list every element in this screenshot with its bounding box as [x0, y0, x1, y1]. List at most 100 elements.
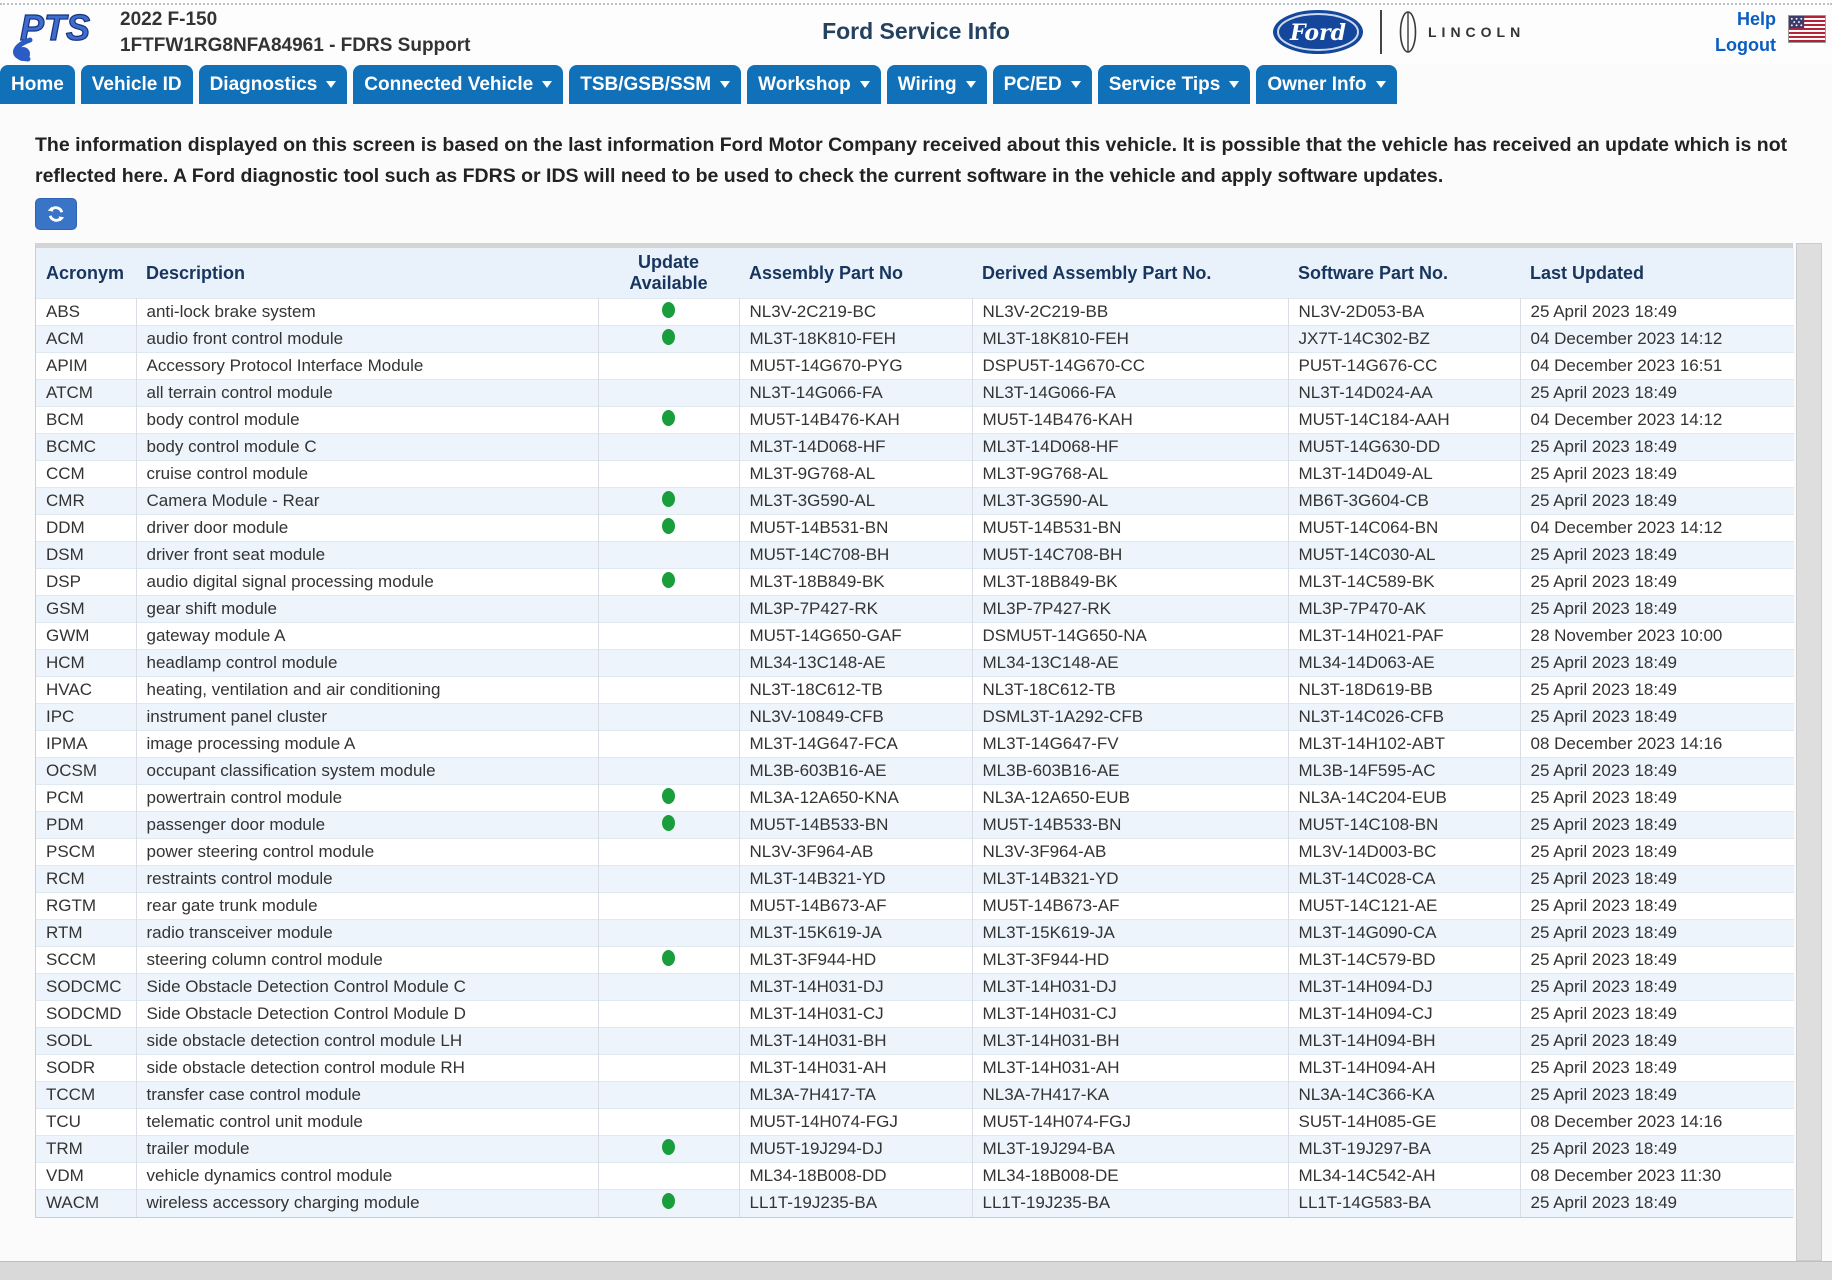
cell-software: ML3P-7P470-AK	[1288, 595, 1521, 623]
cell-acronym: IPC	[36, 703, 137, 731]
tab-vehicle-id[interactable]: Vehicle ID	[80, 65, 193, 104]
cell-last-updated: 25 April 2023 18:49	[1520, 541, 1794, 569]
cell-assembly: NL3V-10849-CFB	[739, 703, 973, 731]
cell-update-available	[598, 1162, 740, 1190]
cell-update-available	[598, 865, 740, 893]
cell-last-updated: 08 December 2023 14:16	[1520, 1108, 1794, 1136]
cell-software: ML34-14C542-AH	[1288, 1162, 1521, 1190]
tab-label: Workshop	[758, 73, 851, 95]
cell-derived: MU5T-14C708-BH	[972, 541, 1289, 569]
lincoln-logo-text: LINCOLN	[1428, 24, 1526, 40]
cell-software: ML3T-14H021-PAF	[1288, 622, 1521, 650]
cell-update-available	[598, 1135, 740, 1163]
cell-last-updated: 25 April 2023 18:49	[1520, 487, 1794, 515]
cell-assembly: ML34-18B008-DD	[739, 1162, 973, 1190]
cell-assembly: ML3T-14B321-YD	[739, 865, 973, 893]
cell-description: body control module	[136, 406, 599, 434]
cell-assembly: MU5T-14B673-AF	[739, 892, 973, 920]
column-header-update-available: Update Available	[598, 248, 739, 299]
cell-description: gear shift module	[136, 595, 599, 623]
cell-software: MU5T-14C184-AAH	[1288, 406, 1521, 434]
tab-workshop[interactable]: Workshop	[747, 65, 881, 104]
cell-software: MU5T-14C030-AL	[1288, 541, 1521, 569]
cell-derived: ML3T-19J294-BA	[972, 1135, 1289, 1163]
cell-software: MU5T-14C064-BN	[1288, 514, 1521, 542]
cell-acronym: TRM	[36, 1135, 137, 1163]
cell-derived: DSML3T-1A292-CFB	[972, 703, 1289, 731]
cell-last-updated: 25 April 2023 18:49	[1520, 460, 1794, 488]
cell-last-updated: 25 April 2023 18:49	[1520, 676, 1794, 704]
cell-description: steering column control module	[136, 946, 599, 974]
tab-service-tips[interactable]: Service Tips	[1097, 65, 1251, 104]
cell-assembly: MU5T-19J294-DJ	[739, 1135, 973, 1163]
tab-home[interactable]: Home	[0, 65, 75, 104]
column-header-description: Description	[136, 248, 598, 299]
cell-assembly: ML3T-9G768-AL	[739, 460, 973, 488]
tab-label: Home	[11, 73, 64, 95]
cell-software: SU5T-14H085-GE	[1288, 1108, 1521, 1136]
table-body: ABS anti-lock brake system NL3V-2C219-BC NL…	[36, 298, 1794, 1217]
software-notice-text: The information displayed on this screen…	[35, 134, 1788, 187]
cell-assembly: MU5T-14B476-KAH	[739, 406, 973, 434]
cell-derived: NL3T-14G066-FA	[972, 379, 1289, 407]
cell-software: NL3V-2D053-BA	[1288, 298, 1521, 326]
cell-assembly: ML3T-18B849-BK	[739, 568, 973, 596]
cell-derived: ML3T-14B321-YD	[972, 865, 1289, 893]
us-flag-icon	[1788, 15, 1826, 43]
cell-derived: NL3V-3F964-AB	[972, 838, 1289, 866]
table-row-wacm: WACM wireless accessory charging module LL…	[36, 1189, 1794, 1217]
cell-assembly: ML3T-14H031-BH	[739, 1027, 973, 1055]
lincoln-logo: LINCOLN	[1398, 10, 1525, 54]
cell-description: trailer module	[136, 1135, 599, 1163]
table-row-hcm: HCM headlamp control module ML34-13C148-AE…	[36, 649, 1794, 677]
update-available-indicator	[662, 571, 675, 588]
cell-description: headlamp control module	[136, 649, 599, 677]
cell-last-updated: 04 December 2023 14:12	[1520, 325, 1794, 353]
cell-update-available	[598, 298, 740, 326]
horizontal-scrollbar[interactable]	[0, 1261, 1832, 1280]
table-row-acm: ACM audio front control module ML3T-18K810…	[36, 325, 1794, 353]
cell-acronym: CMR	[36, 487, 137, 515]
logout-link[interactable]: Logout	[1715, 35, 1776, 55]
cell-derived: MU5T-14H074-FGJ	[972, 1108, 1289, 1136]
cell-acronym: GWM	[36, 622, 137, 650]
cell-derived: ML3T-14D068-HF	[972, 433, 1289, 461]
table-row-rtm: RTM radio transceiver module ML3T-15K619-J…	[36, 919, 1794, 947]
cell-assembly: MU5T-14G650-GAF	[739, 622, 973, 650]
cell-assembly: ML3T-3F944-HD	[739, 946, 973, 974]
table-row-rgtm: RGTM rear gate trunk module MU5T-14B673-AF…	[36, 892, 1794, 920]
cell-derived: DSPU5T-14G670-CC	[972, 352, 1289, 380]
cell-last-updated: 25 April 2023 18:49	[1520, 568, 1794, 596]
refresh-button[interactable]	[35, 198, 77, 230]
cell-update-available	[598, 703, 740, 731]
tab-tsb-gsb-ssm[interactable]: TSB/GSB/SSM	[569, 65, 742, 104]
cell-last-updated: 25 April 2023 18:49	[1520, 946, 1794, 974]
tab-pc-ed[interactable]: PC/ED	[992, 65, 1092, 104]
cell-software: ML3T-14H094-CJ	[1288, 1000, 1521, 1028]
cell-derived: MU5T-14B673-AF	[972, 892, 1289, 920]
vertical-scrollbar[interactable]	[1796, 243, 1822, 1261]
table-row-atcm: ATCM all terrain control module NL3T-14G06…	[36, 379, 1794, 407]
tab-connected-vehicle[interactable]: Connected Vehicle	[353, 65, 564, 104]
cell-last-updated: 25 April 2023 18:49	[1520, 973, 1794, 1001]
cell-derived: ML3T-15K619-JA	[972, 919, 1289, 947]
cell-assembly: MU5T-14B533-BN	[739, 811, 973, 839]
tab-owner-info[interactable]: Owner Info	[1256, 65, 1397, 104]
tab-diagnostics[interactable]: Diagnostics	[198, 65, 348, 104]
cell-derived: NL3T-18C612-TB	[972, 676, 1289, 704]
cell-software: ML3T-14H094-DJ	[1288, 973, 1521, 1001]
cell-update-available	[598, 514, 740, 542]
cell-assembly: MU5T-14C708-BH	[739, 541, 973, 569]
cell-description: telematic control unit module	[136, 1108, 599, 1136]
help-link[interactable]: Help	[1736, 9, 1776, 29]
cell-description: passenger door module	[136, 811, 599, 839]
tab-wiring[interactable]: Wiring	[886, 65, 987, 104]
cell-software: MU5T-14C108-BN	[1288, 811, 1521, 839]
cell-derived: NL3A-7H417-KA	[972, 1081, 1289, 1109]
brand-divider	[1380, 10, 1382, 54]
cell-description: powertrain control module	[136, 784, 599, 812]
cell-update-available	[598, 622, 740, 650]
table-row-dsm: DSM driver front seat module MU5T-14C708-B…	[36, 541, 1794, 569]
table-row-sccm: SCCM steering column control module ML3T-3…	[36, 946, 1794, 974]
table-row-abs: ABS anti-lock brake system NL3V-2C219-BC NL…	[36, 298, 1794, 326]
